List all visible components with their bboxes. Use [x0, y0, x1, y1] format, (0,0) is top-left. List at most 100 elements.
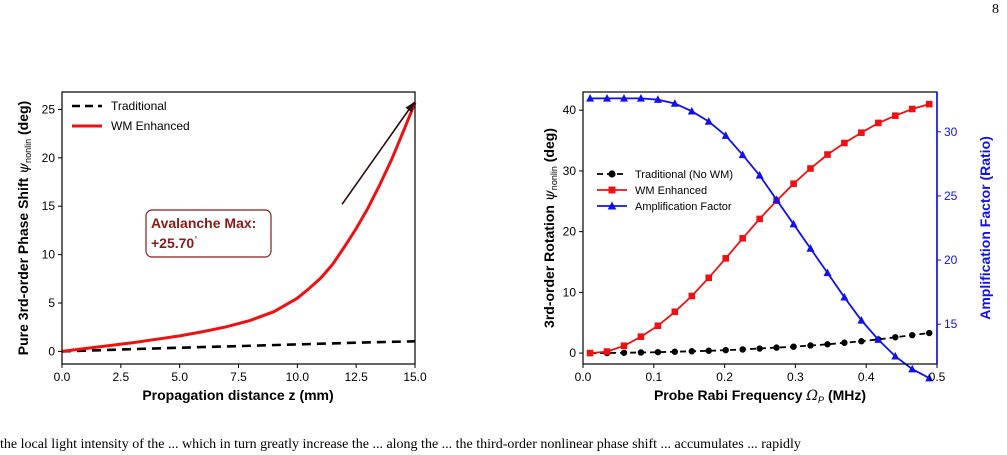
series-traditional-no-wm-point: [637, 349, 645, 356]
series-traditional-no-wm-point: [858, 338, 865, 345]
chart2-y-tick-label: 40: [563, 103, 577, 117]
annotation-value: +25.70°: [151, 235, 197, 251]
series-amplification-factor-point: [789, 219, 798, 228]
series-wm-enhanced-line: [590, 103, 930, 354]
chart2-y2-tick-label: 25: [944, 189, 958, 203]
series-traditional-no-wm-point: [671, 348, 679, 355]
series-amplification-factor-point: [840, 292, 849, 301]
series-amplification-factor-point: [891, 351, 900, 360]
series-amplification-factor-point: [738, 150, 747, 159]
series-traditional-no-wm-point: [892, 334, 899, 341]
series-traditional-no-wm-point: [926, 329, 933, 337]
chart1-x-tick-label: 12.5: [344, 370, 368, 384]
page-number: 8: [992, 2, 999, 17]
chart1-y-tick-label: 25: [42, 102, 56, 116]
annotation-box: [145, 209, 272, 258]
chart-phase-shift: 0.0 2.5 5.0 7.5 10.0 12.5 15.0 0 5 10 15 20 25 Propa…: [15, 91, 427, 403]
series-wm-enhanced-point: [925, 100, 933, 108]
chart1-y-tick-label: 0: [48, 344, 55, 358]
chart2-y2-tick-label: 15: [944, 317, 958, 331]
chart2-y-tick-label: 10: [563, 285, 577, 299]
series-wm-enhanced-point: [908, 105, 916, 113]
series-wm-enhanced-point: [705, 274, 713, 282]
legend-marker-square: [608, 186, 616, 194]
series-wm-enhanced-point: [858, 129, 865, 136]
series-traditional-no-wm-point: [807, 342, 814, 349]
chart2-x-axis-label: Probe Rabi Frequency ΩP (MHz): [654, 387, 866, 406]
series-wm-enhanced-line: [61, 102, 417, 353]
series-wm-enhanced-point: [688, 292, 696, 300]
series-amplification-factor-point: [636, 94, 645, 102]
series-wm-enhanced-point: [722, 255, 730, 262]
figure-caption: the local light intensity of the ... whi…: [0, 437, 801, 452]
series-wm-enhanced-point: [891, 112, 899, 119]
series-traditional-no-wm-point: [705, 347, 712, 354]
chart1-legend: Traditional WM Enhanced: [72, 99, 190, 133]
legend-label-amplification: Amplification Factor: [635, 201, 732, 213]
chart2-x-tick-label: 0.0: [575, 370, 592, 384]
annotation-arrow: [341, 101, 415, 205]
series-amplification-factor-point: [603, 94, 612, 102]
series-traditional-no-wm-point: [620, 349, 628, 356]
chart-rotation: 0.0 0.1 0.2 0.3 0.4 0.5 0 10 20 30 40 15 20 25 30 Prob…: [541, 91, 993, 406]
series-amplification-factor-point: [857, 315, 866, 324]
series-traditional-no-wm-point: [841, 339, 848, 346]
chart2-x-tick-label: 0.4: [858, 370, 875, 384]
chart1-x-tick-label: 2.5: [112, 370, 129, 384]
chart2-y2-tick-label: 30: [944, 125, 958, 139]
series-amplification-factor-point: [687, 106, 696, 115]
series-traditional-no-wm-point: [688, 348, 696, 355]
chart1-x-tick-label: 7.5: [230, 370, 247, 384]
chart1-y-tick-label: 20: [42, 151, 56, 165]
annotation-title: Avalanche Max:: [151, 215, 256, 231]
legend-marker-triangle: [607, 201, 617, 210]
chart2-y-axis-label: 3rd-order Rotation ψnonlin (deg): [541, 128, 560, 328]
series-amplification-factor-point: [653, 95, 662, 103]
series-traditional-no-wm-point: [790, 343, 797, 350]
series-traditional-no-wm-line: [590, 332, 930, 354]
series-traditional-no-wm-point: [909, 331, 916, 339]
series-amplification-factor-point: [586, 94, 595, 102]
series-wm-enhanced-point: [637, 333, 645, 340]
series-wm-enhanced-point: [586, 349, 594, 357]
chart1-x-tick-label: 5.0: [171, 370, 188, 384]
legend-label-traditional: Traditional: [111, 99, 167, 113]
chart2-x-tick-label: 0.5: [929, 370, 946, 384]
figure: 0.0 2.5 5.0 7.5 10.0 12.5 15.0 0 5 10 15 20 25 Propa…: [15, 91, 993, 406]
series-wm-enhanced-point: [620, 342, 628, 350]
chart2-y2-tick-label: 20: [944, 253, 958, 267]
chart1-y-tick-label: 5: [48, 296, 55, 310]
chart2-y-tick-label: 20: [563, 225, 577, 239]
legend-label-wm-enhanced-2: WM Enhanced: [635, 185, 707, 197]
series-traditional-no-wm-point: [739, 346, 746, 353]
series-amplification-factor-point: [619, 94, 628, 102]
chart2-x-tick-label: 0.2: [716, 370, 733, 384]
chart2-legend: Traditional (No WM) WM Enhanced Amplific…: [597, 169, 733, 213]
series-wm-enhanced-point: [603, 348, 611, 355]
chart1-x-tick-label: 15.0: [403, 370, 427, 384]
chart1-x-tick-label: 10.0: [286, 370, 310, 384]
series-wm-enhanced-point: [671, 308, 679, 316]
series-traditional-no-wm-point: [773, 344, 780, 351]
chart2-y-tick-label: 0: [569, 346, 576, 360]
series-amplification-factor-point: [670, 99, 679, 107]
chart1-y-axis-label: Pure 3rd-order Phase Shift ψnonlin (deg): [15, 101, 34, 355]
series-amplification-factor-point: [704, 117, 713, 125]
chart2-x-tick-label: 0.1: [645, 370, 662, 384]
series-amplification-factor-point: [874, 335, 883, 343]
series-amplification-factor-point: [925, 373, 934, 382]
series-wm-enhanced-point: [824, 151, 831, 158]
series-traditional-no-wm-point: [722, 346, 729, 354]
series-wm-enhanced-point: [841, 139, 848, 147]
series-traditional-no-wm-point: [824, 341, 831, 348]
series-amplification-factor-point: [772, 195, 781, 203]
series-amplification-factor-point: [806, 244, 815, 252]
chart1-y-tick-label: 15: [42, 199, 56, 213]
series-wm-enhanced-point: [654, 322, 662, 330]
series-traditional-no-wm-point: [756, 345, 763, 352]
series-wm-enhanced-point: [875, 119, 882, 127]
series-amplification-factor-point: [755, 170, 764, 179]
series-wm-enhanced-point: [739, 235, 746, 242]
series-amplification-factor-point: [908, 364, 917, 373]
series-wm-enhanced-point: [807, 165, 814, 172]
